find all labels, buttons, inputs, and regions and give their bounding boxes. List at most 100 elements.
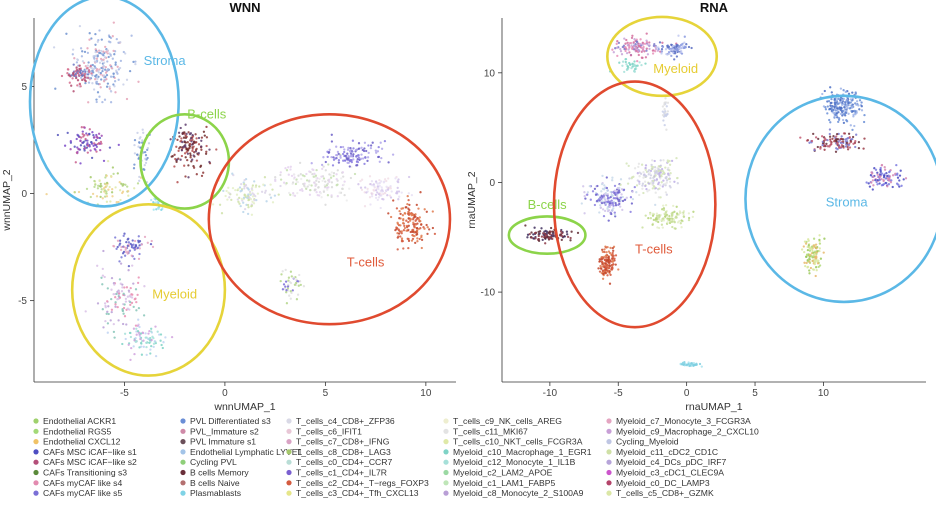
scatter-point (98, 95, 101, 98)
scatter-point (891, 174, 895, 177)
scatter-point (330, 181, 334, 184)
scatter-point (611, 267, 614, 270)
scatter-point (635, 184, 639, 187)
scatter-point (123, 245, 126, 249)
scatter-point (187, 176, 190, 179)
scatter-point (406, 202, 409, 206)
scatter-point (110, 276, 114, 280)
scatter-point (136, 182, 140, 185)
scatter-point (396, 222, 400, 226)
scatter-point (845, 98, 848, 102)
scatter-point (138, 175, 141, 179)
scatter-point (75, 137, 78, 141)
scatter-point (612, 254, 615, 257)
scatter-point (374, 196, 378, 200)
scatter-point (99, 148, 102, 152)
scatter-point (106, 310, 109, 313)
scatter-point (667, 166, 670, 170)
scatter-point (277, 193, 280, 196)
scatter-point (666, 217, 669, 220)
scatter-point (658, 41, 662, 44)
scatter-point (236, 198, 239, 201)
scatter-point (143, 285, 146, 288)
scatter-point (96, 40, 99, 43)
scatter-point (360, 146, 363, 149)
scatter-point (837, 97, 840, 101)
scatter-point (250, 204, 254, 207)
scatter-point (80, 55, 84, 58)
scatter-point (828, 118, 831, 122)
scatter-point (125, 97, 129, 101)
scatter-point (254, 184, 258, 187)
scatter-point (670, 214, 674, 217)
scatter-point (401, 214, 405, 217)
scatter-point (109, 41, 112, 44)
scatter-point (335, 177, 338, 181)
scatter-point (263, 191, 267, 194)
scatter-point (680, 52, 684, 55)
scatter-point (336, 169, 339, 172)
scatter-point (651, 223, 654, 226)
scatter-point (143, 163, 146, 167)
scatter-point (614, 263, 617, 266)
scatter-point (549, 226, 553, 230)
scatter-point (286, 287, 290, 290)
scatter-point (817, 265, 820, 269)
scatter-point (227, 191, 230, 194)
scatter-point (607, 266, 611, 270)
scatter-point (98, 179, 101, 183)
scatter-point (620, 53, 624, 56)
scatter-point (134, 62, 137, 66)
scatter-point (339, 154, 342, 158)
scatter-point (289, 270, 293, 273)
scatter-point (607, 219, 610, 222)
scatter-point (133, 248, 136, 251)
scatter-point (616, 186, 620, 190)
scatter-point (625, 68, 629, 71)
scatter-point (671, 225, 674, 229)
scatter-point (159, 333, 163, 336)
scatter-point (118, 292, 121, 295)
scatter-point (537, 234, 540, 238)
scatter-point (631, 47, 634, 50)
scatter-point (540, 227, 543, 230)
scatter-point (878, 182, 881, 185)
scatter-point (645, 49, 648, 52)
scatter-point (831, 137, 834, 140)
scatter-point (810, 139, 814, 143)
scatter-point (102, 80, 106, 83)
scatter-point (179, 126, 182, 130)
scatter-point (631, 190, 634, 193)
scatter-point (336, 195, 339, 198)
scatter-point (289, 193, 292, 196)
scatter-point (243, 187, 246, 190)
scatter-point (83, 72, 87, 76)
scatter-point (86, 151, 89, 154)
scatter-point (655, 170, 658, 173)
scatter-point (85, 146, 89, 149)
scatter-point (644, 214, 647, 217)
scatter-point (332, 158, 336, 161)
scatter-point (109, 53, 112, 56)
scatter-point (124, 248, 127, 251)
scatter-point (326, 182, 329, 185)
scatter-point (664, 211, 668, 214)
scatter-point (90, 72, 93, 75)
scatter-point (113, 85, 116, 88)
scatter-point (116, 239, 120, 242)
scatter-point (676, 182, 679, 185)
scatter-point (418, 237, 421, 241)
scatter-point (644, 184, 647, 188)
scatter-point (110, 297, 113, 301)
scatter-point (336, 183, 339, 186)
scatter-point (200, 136, 204, 139)
scatter-point (682, 215, 686, 218)
scatter-point (243, 207, 247, 211)
scatter-point (364, 156, 367, 159)
scatter-point (310, 162, 313, 165)
scatter-point (682, 211, 685, 214)
scatter-point (102, 249, 105, 253)
scatter-point (246, 187, 250, 190)
scatter-point (626, 182, 630, 185)
scatter-point (668, 184, 671, 188)
